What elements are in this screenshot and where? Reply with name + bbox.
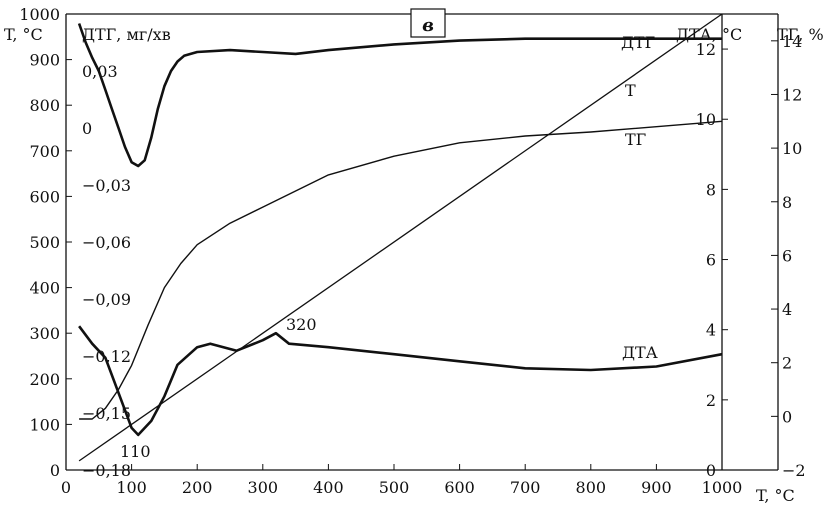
x-tick-label: 0 xyxy=(61,478,71,497)
dta-axis-ticks: 0 2 4 6 8 10 12 xyxy=(696,40,728,480)
temperature-tick-label: 300 xyxy=(29,324,60,343)
series-curves xyxy=(77,13,723,462)
dtg-tick-label: −0,15 xyxy=(82,404,131,423)
dta-tick-label: 8 xyxy=(706,180,716,199)
series-line-temperature xyxy=(78,13,723,462)
dtg-axis-ticks: 0,030−0,03−0,06−0,09−0,12−0,15−0,18 xyxy=(82,62,131,480)
tg-tick-label: 0 xyxy=(782,407,792,426)
tg-axis-label: ТГ, % xyxy=(777,25,824,44)
temperature-tick-label: 400 xyxy=(29,279,60,298)
plot-frame xyxy=(65,13,779,471)
annotation-110: 110 xyxy=(120,442,151,461)
dtg-tick-label: −0,06 xyxy=(82,233,131,252)
series-line-dta xyxy=(78,325,723,437)
temperature-tick-label: 1000 xyxy=(19,5,60,24)
x-tick-label: 1000 xyxy=(702,478,743,497)
temperature-axis-ticks: 0 100 200 300 400 500 600 700 800 900 1000 xyxy=(19,5,72,480)
annotation-320: 320 xyxy=(286,315,317,334)
x-tick-label: 800 xyxy=(576,478,607,497)
tg-tick-label: −2 xyxy=(782,461,806,480)
dta-tick-label: 2 xyxy=(706,391,716,410)
dtg-tick-label: −0,09 xyxy=(82,290,131,309)
x-tick-label: 500 xyxy=(379,478,410,497)
dtg-tick-label: −0,12 xyxy=(82,347,131,366)
temperature-tick-label: 0 xyxy=(50,461,60,480)
dta-tick-label: 6 xyxy=(706,251,716,270)
tg-axis-ticks: −2 0 2 4 6 8 10 12 14 xyxy=(771,32,806,480)
x-tick-label: 100 xyxy=(116,478,147,497)
dta-tick-label: 0 xyxy=(706,461,716,480)
x-tick-label: 700 xyxy=(510,478,541,497)
x-tick-label: 400 xyxy=(313,478,344,497)
tg-tick-label: 4 xyxy=(782,300,792,319)
series-line-tg xyxy=(79,120,723,420)
temperature-tick-label: 900 xyxy=(29,51,60,70)
x-tick-label: 900 xyxy=(641,478,672,497)
dta-tick-label: 4 xyxy=(706,321,716,340)
x-tick-label: 200 xyxy=(182,478,213,497)
tg-tick-label: 14 xyxy=(782,32,802,51)
temperature-tick-label: 200 xyxy=(29,370,60,389)
tg-tick-label: 2 xyxy=(782,354,792,373)
dta-axis-label: ДТА, °C xyxy=(676,25,742,44)
panel-label: в xyxy=(422,15,434,36)
temperature-tick-label: 100 xyxy=(29,415,60,434)
tg-tick-label: 6 xyxy=(782,246,792,265)
series-label-tg: ТГ xyxy=(625,130,646,149)
dtg-tick-label: −0,03 xyxy=(82,176,131,195)
dtg-tick-label: −0,18 xyxy=(82,461,131,480)
x-axis-label: T, °C xyxy=(756,486,795,505)
x-tick-label: 600 xyxy=(444,478,475,497)
series-line-dtg xyxy=(77,23,722,168)
tg-tick-label: 12 xyxy=(782,85,802,104)
panel-label-box xyxy=(410,8,446,38)
dtg-axis-label: ДТГ, мг/хв xyxy=(82,25,171,44)
temperature-tick-label: 500 xyxy=(29,233,60,252)
dta-tick-label: 10 xyxy=(696,110,716,129)
tg-tick-label: 8 xyxy=(782,193,792,212)
dta-tick-label: 12 xyxy=(696,40,716,59)
series-label-t: T xyxy=(625,81,636,100)
temperature-axis-label: T, °C xyxy=(4,25,43,44)
tg-tick-label: 10 xyxy=(782,139,802,158)
x-axis-ticks: 0 100 200 300 400 500 600 700 800 900 1000 xyxy=(61,464,742,497)
temperature-tick-label: 700 xyxy=(29,142,60,161)
series-label-dta: ДТА xyxy=(622,343,658,362)
temperature-tick-label: 600 xyxy=(29,187,60,206)
temperature-tick-label: 800 xyxy=(29,96,60,115)
series-label-dtg: ДТГ xyxy=(621,33,655,52)
x-tick-label: 300 xyxy=(248,478,279,497)
dtg-tick-label: 0 xyxy=(82,119,92,138)
